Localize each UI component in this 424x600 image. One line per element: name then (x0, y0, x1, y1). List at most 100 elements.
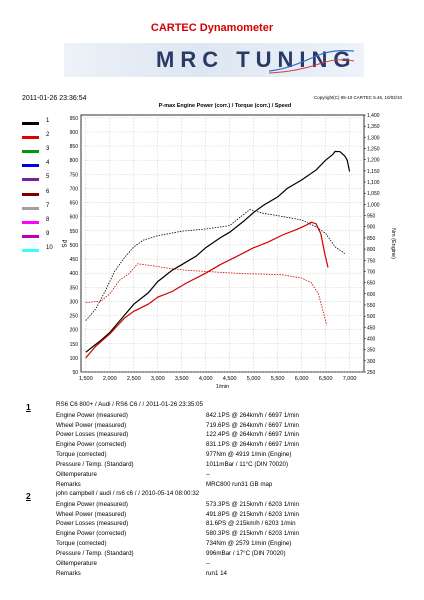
result-label: Power Losses (measured) (56, 431, 129, 439)
copyright-text: Copyright(C) 95-10 CARTEC 5.46, 10/02/10 (314, 95, 402, 100)
y-right-tick-label: 250 (367, 370, 376, 376)
result-label: Torque (corrected) (56, 540, 107, 548)
result-value: 573.3PS @ 215km/h / 6203 1/min (206, 500, 299, 508)
y-right-tick-label: 1,100 (367, 180, 380, 186)
logo-text: MRC TUNING (156, 47, 357, 72)
y-right-tick-label: 650 (367, 281, 376, 287)
y-right-tick-label: 400 (367, 336, 376, 342)
x-tick-label: 3,500 (175, 376, 189, 382)
y-left-tick-label: 200 (70, 328, 79, 334)
x-axis-label: 1/min (216, 384, 229, 390)
legend-number: 8 (46, 216, 50, 223)
series-2-torque-line (85, 263, 327, 326)
result-value: 1011mBar / 11°C (DIN 70020) (206, 461, 289, 469)
legend-number: 10 (46, 244, 53, 251)
result-value: -- (206, 560, 211, 567)
y-left-tick-label: 700 (70, 186, 79, 192)
chart-title: P-max Engine Power (corr.) / Torque (cor… (158, 103, 292, 109)
result-label: Oiltemperature (56, 471, 97, 478)
result-value: 719.6PS @ 264km/h / 6697 1/min (206, 421, 299, 429)
x-tick-label: 1,500 (79, 376, 93, 382)
y-right-tick-label: 1,000 (367, 202, 380, 208)
x-tick-label: 4,000 (199, 376, 213, 382)
y-left-tick-label: 800 (70, 158, 79, 164)
result-label: Engine Power (measured) (56, 411, 128, 419)
y-axis-label-right: Nm (Engine) (390, 228, 396, 259)
result-header: john campbell / audi / rs6 c6 / / 2010-0… (56, 490, 200, 497)
logo-curve-red (268, 59, 355, 74)
y-left-tick-label: 450 (70, 257, 79, 263)
legend-number: 2 (46, 132, 50, 139)
y-right-tick-label: 900 (367, 225, 376, 231)
legend-number: 4 (46, 160, 50, 167)
result-label: Engine Power (corrected) (56, 530, 127, 538)
result-label: Pressure / Temp. (Standard) (56, 550, 134, 558)
y-right-tick-label: 1,350 (367, 124, 380, 130)
x-tick-label: 7,000 (343, 376, 357, 382)
y-left-tick-label: 350 (70, 285, 79, 291)
legend-swatch (22, 206, 39, 210)
y-left-tick-label: 300 (70, 299, 79, 305)
y-right-tick-label: 1,250 (367, 147, 380, 153)
x-tick-label: 2,500 (127, 376, 141, 382)
logo-curve-blue (268, 50, 355, 72)
y-right-tick-label: 300 (367, 359, 376, 365)
y-left-tick-label: 400 (70, 271, 79, 277)
y-left-tick-label: 50 (72, 370, 78, 376)
legend-swatch (22, 178, 39, 182)
result-label: Wheel Power (measured) (56, 510, 127, 518)
y-right-tick-label: 1,200 (367, 158, 380, 164)
y-left-tick-label: 850 (70, 144, 79, 150)
y-right-tick-label: 1,150 (367, 169, 380, 175)
legend-number: 6 (46, 188, 50, 195)
result-label: Power Losses (measured) (56, 520, 129, 528)
legend-number: 1 (46, 118, 50, 124)
legend-number: 5 (46, 174, 50, 181)
x-tick-label: 5,000 (247, 376, 261, 382)
y-left-tick-label: 100 (70, 356, 79, 362)
y-right-tick-label: 700 (367, 269, 376, 275)
page-title: CARTEC Dynamometer (150, 22, 274, 34)
legend-swatch (22, 248, 39, 252)
y-right-tick-label: 1,400 (367, 113, 380, 119)
y-left-tick-label: 500 (70, 243, 79, 249)
result-number: 1 (26, 402, 31, 412)
y-right-tick-label: 1,300 (367, 135, 380, 141)
result-value: 977Nm @ 4919 1/min (Engine) (206, 451, 292, 459)
plot-frame (80, 114, 365, 373)
legend-swatch (22, 192, 39, 196)
legend-number: 9 (46, 230, 50, 237)
y-right-tick-label: 750 (367, 258, 376, 264)
x-tick-label: 3,000 (151, 376, 165, 382)
series-1-torque-line (85, 209, 346, 321)
result-value: 996mBar / 17°C (DIN 70020) (206, 550, 286, 558)
x-tick-label: 5,500 (271, 376, 285, 382)
legend-swatch (22, 164, 39, 168)
result-value: 734Nm @ 2579 1/min (Engine) (206, 540, 292, 548)
y-left-tick-label: 750 (70, 172, 79, 178)
series-2-power-line (85, 221, 329, 359)
y-right-tick-label: 600 (367, 292, 376, 298)
result-label: Remarks (56, 480, 81, 488)
result-value: 491.8PS @ 215km/h / 6203 1/min (206, 510, 299, 518)
y-right-tick-label: 800 (367, 247, 376, 253)
y-right-tick-label: 950 (367, 214, 376, 220)
y-left-tick-label: 550 (70, 229, 79, 235)
y-right-tick-label: 1,050 (367, 191, 380, 197)
result-label: Wheel Power (measured) (56, 421, 127, 429)
result-label: Remarks (56, 569, 81, 577)
y-axis-label-left: PS (60, 239, 66, 247)
result-label: Pressure / Temp. (Standard) (56, 461, 134, 469)
y-left-tick-label: 900 (70, 130, 79, 136)
x-tick-label: 2,000 (103, 376, 117, 382)
result-label: Oiltemperature (56, 560, 97, 567)
y-left-tick-label: 250 (70, 314, 79, 320)
report-timestamp: 2011-01-26 23:36:54 (22, 95, 87, 102)
y-right-tick-label: 350 (367, 348, 376, 354)
result-value: 81.6PS @ 215km/h / 6203 1/min (206, 520, 296, 528)
legend-number: 3 (46, 146, 50, 153)
result-label: Engine Power (measured) (56, 500, 128, 508)
y-right-tick-label: 450 (367, 325, 376, 331)
result-value: run1 14 (206, 569, 227, 577)
